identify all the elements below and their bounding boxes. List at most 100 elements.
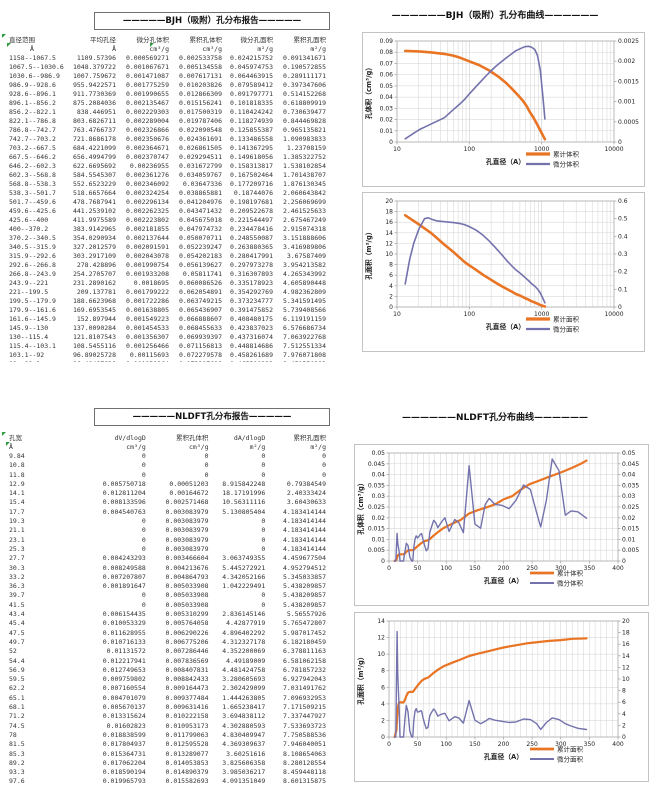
table-row: 71.2 0.013315624 0.010222158 3.694838112 7.3… bbox=[2, 712, 328, 721]
svg-text:0.0005: 0.0005 bbox=[618, 119, 639, 126]
table-cell: 0.001549223 bbox=[125, 315, 169, 323]
table-cell: 0.730639477 bbox=[282, 108, 326, 116]
table-cell: 59.5 bbox=[9, 675, 25, 684]
table-cell: 0.002137644 bbox=[125, 234, 169, 242]
table-cell: 0.423837023 bbox=[229, 324, 273, 332]
bjh-area-chart: 0 2 4 6 8 10 12 14 16 18 20 0 0.1 0.2 0.3 0.4 0.5 0.6 10 10… bbox=[362, 192, 645, 352]
table-cell: 27.7 bbox=[9, 554, 25, 563]
table-cell: 71.2 bbox=[9, 712, 25, 721]
table-cell: 23.1 bbox=[9, 535, 25, 544]
table-row: 27.7 0.004243293 0.003466604 3.063749355 4.4… bbox=[2, 554, 328, 563]
table-cell: 0.017500319 bbox=[178, 108, 222, 116]
svg-text:0.02: 0.02 bbox=[372, 515, 386, 522]
table-cell: 130--115.4 bbox=[9, 333, 49, 341]
table-cell: 0.009377484 bbox=[165, 693, 209, 702]
table-cell: 0.03647336 bbox=[182, 180, 222, 188]
table-cell: 0.177209716 bbox=[229, 180, 273, 188]
table-cell: 0.448814686 bbox=[229, 342, 273, 350]
column-header: dA/dlogD bbox=[233, 434, 266, 442]
table-cell: 955.9422571 bbox=[72, 81, 116, 89]
svg-text:2: 2 bbox=[389, 293, 393, 300]
nldft-volume-chart: 0 0.005 0.01 0.015 0.02 0.025 0.03 0.035 0.04 0.0… bbox=[354, 444, 649, 606]
column-unit: m²/g bbox=[249, 443, 266, 451]
table-cell: 0.045675018 bbox=[178, 216, 222, 224]
table-cell: 0.001933208 bbox=[125, 270, 169, 278]
table-cell: 4.481424758 bbox=[222, 665, 266, 674]
svg-text:200: 200 bbox=[498, 741, 510, 748]
table-cell: 0.024361691 bbox=[178, 135, 222, 143]
table-cell: 36.3 bbox=[9, 582, 25, 591]
table-row: 93.3 0.018590194 0.014890379 3.985036217 8.4… bbox=[2, 768, 328, 777]
table-cell: 0.065436907 bbox=[178, 306, 222, 314]
svg-text:10: 10 bbox=[377, 651, 385, 658]
svg-text:300: 300 bbox=[555, 741, 567, 748]
column-unit: Å bbox=[112, 45, 116, 53]
table-cell: 0.289111171 bbox=[282, 72, 326, 80]
table-cell: 54.4 bbox=[9, 656, 25, 665]
table-row: 315.9--292.6 303.2917109 0.002043078 0.0542… bbox=[2, 252, 328, 261]
series-累计体积 bbox=[403, 49, 547, 141]
excel-flag-icon bbox=[2, 34, 6, 38]
table-row: 23.1 0 0.003083979 0 4.183414144 bbox=[2, 536, 328, 545]
table-cell: 0.003083979 bbox=[165, 544, 209, 553]
table-cell: 0.002229303 bbox=[125, 108, 169, 116]
table-cell: 1.665238417 bbox=[222, 703, 266, 712]
table-cell: 0.004540763 bbox=[102, 507, 146, 516]
column-header: 累积孔体积 bbox=[189, 36, 223, 44]
table-cell: 552.6523229 bbox=[72, 180, 116, 188]
table-cell: 0 bbox=[204, 470, 209, 479]
table-cell: 0.052239247 bbox=[178, 243, 222, 251]
table-cell: 1030.6--986.9 bbox=[9, 72, 60, 80]
table-row: 266.8--243.9 254.2705707 0.001933208 0.0581… bbox=[2, 270, 328, 279]
table-cell: 85.3 bbox=[9, 749, 25, 758]
table-cell: 0 bbox=[141, 517, 146, 526]
table-row: 161.6--145.9 152.897944 0.001549223 0.06688… bbox=[2, 315, 328, 324]
table-cell: 0.047974732 bbox=[178, 225, 222, 233]
table-cell: 266.8--243.9 bbox=[9, 270, 56, 278]
svg-text:4: 4 bbox=[389, 283, 393, 290]
table-cell: 5.438209857 bbox=[282, 591, 326, 600]
table-cell: 568.8--538.3 bbox=[9, 180, 56, 188]
table-cell: 0.012217941 bbox=[102, 656, 146, 665]
table-cell: 1.876130345 bbox=[282, 180, 326, 188]
table-cell: 0.041204976 bbox=[178, 198, 222, 206]
table-row: 12.9 0.005750718 0.00051203 8.915842248 0.79… bbox=[2, 480, 328, 489]
table-row: 10.8 0 0 0 0 bbox=[2, 461, 328, 470]
svg-text:100: 100 bbox=[464, 146, 476, 153]
series-微分体积 bbox=[404, 45, 546, 140]
table-row: 292.6--266.8 278.428896 0.001990754 0.05613… bbox=[2, 261, 328, 270]
table-cell: 0.001454533 bbox=[125, 324, 169, 332]
nldft-report-section: —————NLDFT孔分布报告————— 孔宽 dV/dlogD 累积孔体积 dA/d… bbox=[0, 400, 330, 801]
nldft-curves-title: ——————NLDFT孔分布曲线—————— bbox=[401, 413, 589, 423]
table-cell: 459.6--425.6 bbox=[9, 207, 56, 215]
series-微分面积 bbox=[404, 216, 546, 304]
table-cell: 33.2 bbox=[9, 572, 25, 581]
table-cell: 0.002361276 bbox=[125, 171, 169, 179]
table-cell: 6.119191159 bbox=[282, 315, 326, 323]
svg-text:0.09: 0.09 bbox=[380, 38, 394, 45]
table-row: 179.9--161.6 169.6953545 0.001638805 0.0654… bbox=[2, 306, 328, 315]
table-cell: 145.9--130 bbox=[9, 324, 49, 332]
column-header: 累积孔面积 bbox=[293, 36, 327, 44]
legend-label: 累计体积 bbox=[553, 150, 580, 159]
table-cell: 6.927942043 bbox=[282, 675, 326, 684]
svg-text:0.005: 0.005 bbox=[622, 547, 639, 554]
column-unit: cm³/g bbox=[202, 45, 222, 53]
table-cell: 179.9--161.6 bbox=[9, 306, 56, 314]
series-累计面积 bbox=[393, 637, 588, 739]
table-cell: 0.054202183 bbox=[178, 252, 222, 260]
table-cell: 161.6--145.9 bbox=[9, 315, 56, 323]
table-cell: 209.137781 bbox=[76, 288, 116, 296]
table-cell: 0.408480175 bbox=[229, 315, 273, 323]
table-cell: 0.014053853 bbox=[165, 758, 209, 767]
table-cell: 0.110424242 bbox=[229, 108, 273, 116]
column-unit: cm³/g bbox=[126, 443, 146, 451]
table-cell: 0 bbox=[322, 470, 326, 479]
svg-text:0.025: 0.025 bbox=[368, 504, 385, 511]
table-cell: 47.5 bbox=[9, 628, 25, 637]
table-cell: 0.002043078 bbox=[125, 252, 169, 260]
table-cell: 656.4994799 bbox=[72, 153, 116, 161]
svg-text:0.02: 0.02 bbox=[380, 117, 394, 124]
